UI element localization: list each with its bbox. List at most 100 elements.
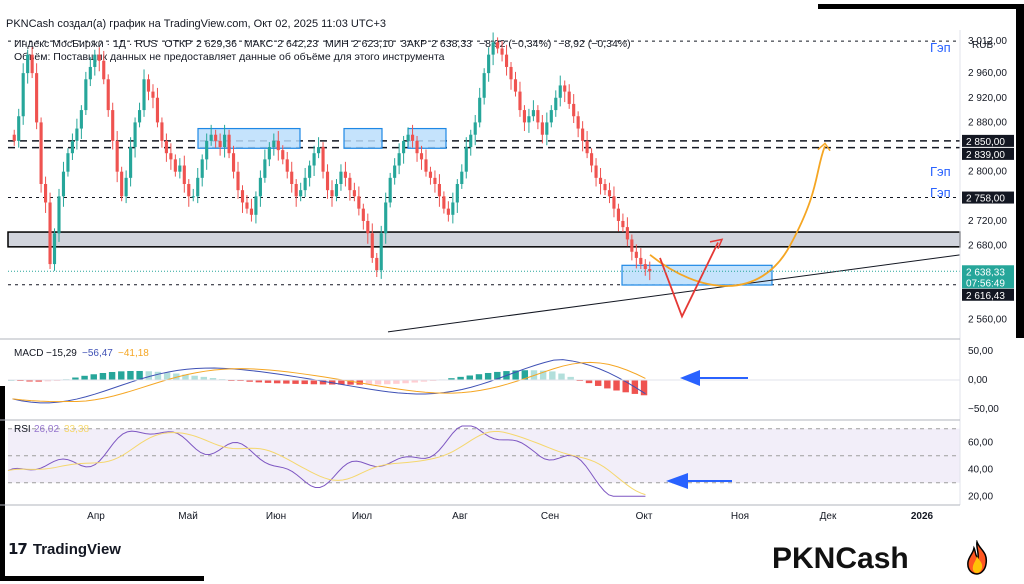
candle-body-112 [513,79,518,92]
candle-body-141 [643,264,647,270]
candle-body-140 [639,257,643,265]
candle-body-13 [70,140,74,154]
rsi-line [7,425,646,497]
candle-body-34 [164,140,168,154]
candle-body-21 [106,79,110,111]
candle-body-22 [111,110,115,141]
chart-header: PKNCash создал(а) график на TradingView.… [6,18,387,30]
candle-body-116 [531,110,535,117]
candle-body-29 [142,79,146,111]
candle-body-117 [536,110,540,123]
candle-body-33 [160,122,164,141]
candle-body-48 [227,134,231,154]
volume-note: Объём: Поставщик данных не предоставляет… [14,51,445,63]
candle-body-50 [236,171,240,191]
gap-label-2: Гэп [930,164,951,179]
candle-body-71 [330,190,334,197]
candle-body-35 [169,153,173,160]
candle-body-49 [231,153,236,172]
macd-line [12,359,646,404]
macd-hist-59 [549,371,556,380]
high-label: МАКС [243,38,274,50]
macd-hist-14 [136,370,143,380]
macd-hist-2 [26,380,33,382]
macd-hist-31 [292,380,299,384]
candle-body-127 [581,128,585,141]
candle-body-92 [424,159,428,172]
currency-label: RUB [972,40,993,51]
month-label-4: Авг [452,511,468,522]
candle-body-26 [129,147,133,178]
candle-body-56 [263,159,267,178]
candle-body-110 [504,54,509,67]
macd-hist-67 [622,380,629,393]
macd-hist-41 [384,380,391,385]
axes: 3 012,00 2 960,00 2 920,00 2 880,00 2 800,00… [0,30,1014,522]
macd-hist-29 [273,380,281,384]
candle-body-40 [191,196,195,198]
candle-body-47 [223,134,227,148]
macd-hist-26 [246,380,253,382]
macd-hist-43 [402,380,409,384]
candle-body-18 [93,54,97,67]
candle-body-36 [173,159,177,172]
rsi-legend-2: 33,38 [64,424,89,435]
macd-legend-2: −56,47 [82,348,113,359]
candle-body-109 [500,48,504,55]
frame-left [0,386,5,580]
rsi-arrow-icon [666,473,732,489]
candle-body-135 [616,208,620,221]
candle-body-96 [442,196,446,209]
tradingview-brand: TradingView [32,540,121,558]
macd-tick-1: 0,00 [968,375,988,386]
candle-body-3 [26,54,30,74]
macd-hist-8 [81,375,88,380]
candle-body-87 [402,140,406,154]
candle-body-115 [527,116,531,123]
frame-top [818,4,1024,9]
candle-body-124 [567,91,571,104]
price-tag-bg-2 [962,191,1014,204]
candle-body-31 [151,91,155,98]
candle-body-39 [187,184,191,197]
candle-body-114 [522,110,527,123]
candle-body-59 [276,140,280,151]
candle-body-9 [52,233,57,265]
candle-body-58 [272,140,276,148]
candle-body-41 [196,177,200,197]
candle-body-79 [366,220,370,234]
candle-body-5 [35,73,39,123]
candle-body-15 [79,110,83,129]
candle-body-57 [267,147,271,160]
candle-body-74 [343,171,347,178]
price-tick-6: 2 680,00 [968,241,1007,252]
candle-body-84 [388,177,392,203]
candle-body-8 [48,202,52,265]
close-value: 2 638,33 [431,38,473,50]
tradingview-logo[interactable]: 𝟭𝟳 TradingView [8,540,121,559]
candle-body-113 [518,91,522,111]
candle-body-45 [214,134,218,141]
red-projection [659,242,719,319]
candle-body-80 [370,233,374,258]
candle-body-2 [21,73,25,117]
candle-body-94 [433,177,437,184]
macd-hist-50 [466,375,473,380]
candle-body-134 [612,196,616,209]
macd-hist-56 [521,370,529,380]
candle-body-106 [487,54,491,74]
price-tag-5: 2 616,43 [966,291,1005,302]
candle-body-0 [12,134,16,141]
candle-body-16 [84,79,88,111]
macd-hist-69 [640,380,648,396]
macd-tick-2: −50,00 [968,404,999,415]
month-label-8: Дек [820,511,837,522]
frame-right [1016,4,1024,338]
price-tag-bg-3 [962,265,1014,278]
rsi-tick-2: 20,00 [968,491,993,502]
candle-body-64 [299,190,303,197]
price-tag-0: 2 850,00 [966,137,1005,148]
high-value: 2 642,23 [277,38,319,50]
price-tick-5: 2 720,00 [968,216,1007,227]
